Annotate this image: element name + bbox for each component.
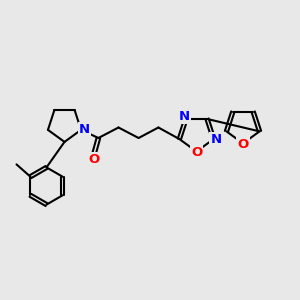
Text: O: O [237, 138, 249, 151]
Text: O: O [88, 153, 99, 167]
Text: O: O [191, 146, 202, 160]
Text: N: N [79, 123, 90, 136]
Text: N: N [179, 110, 190, 123]
Text: N: N [211, 133, 222, 146]
